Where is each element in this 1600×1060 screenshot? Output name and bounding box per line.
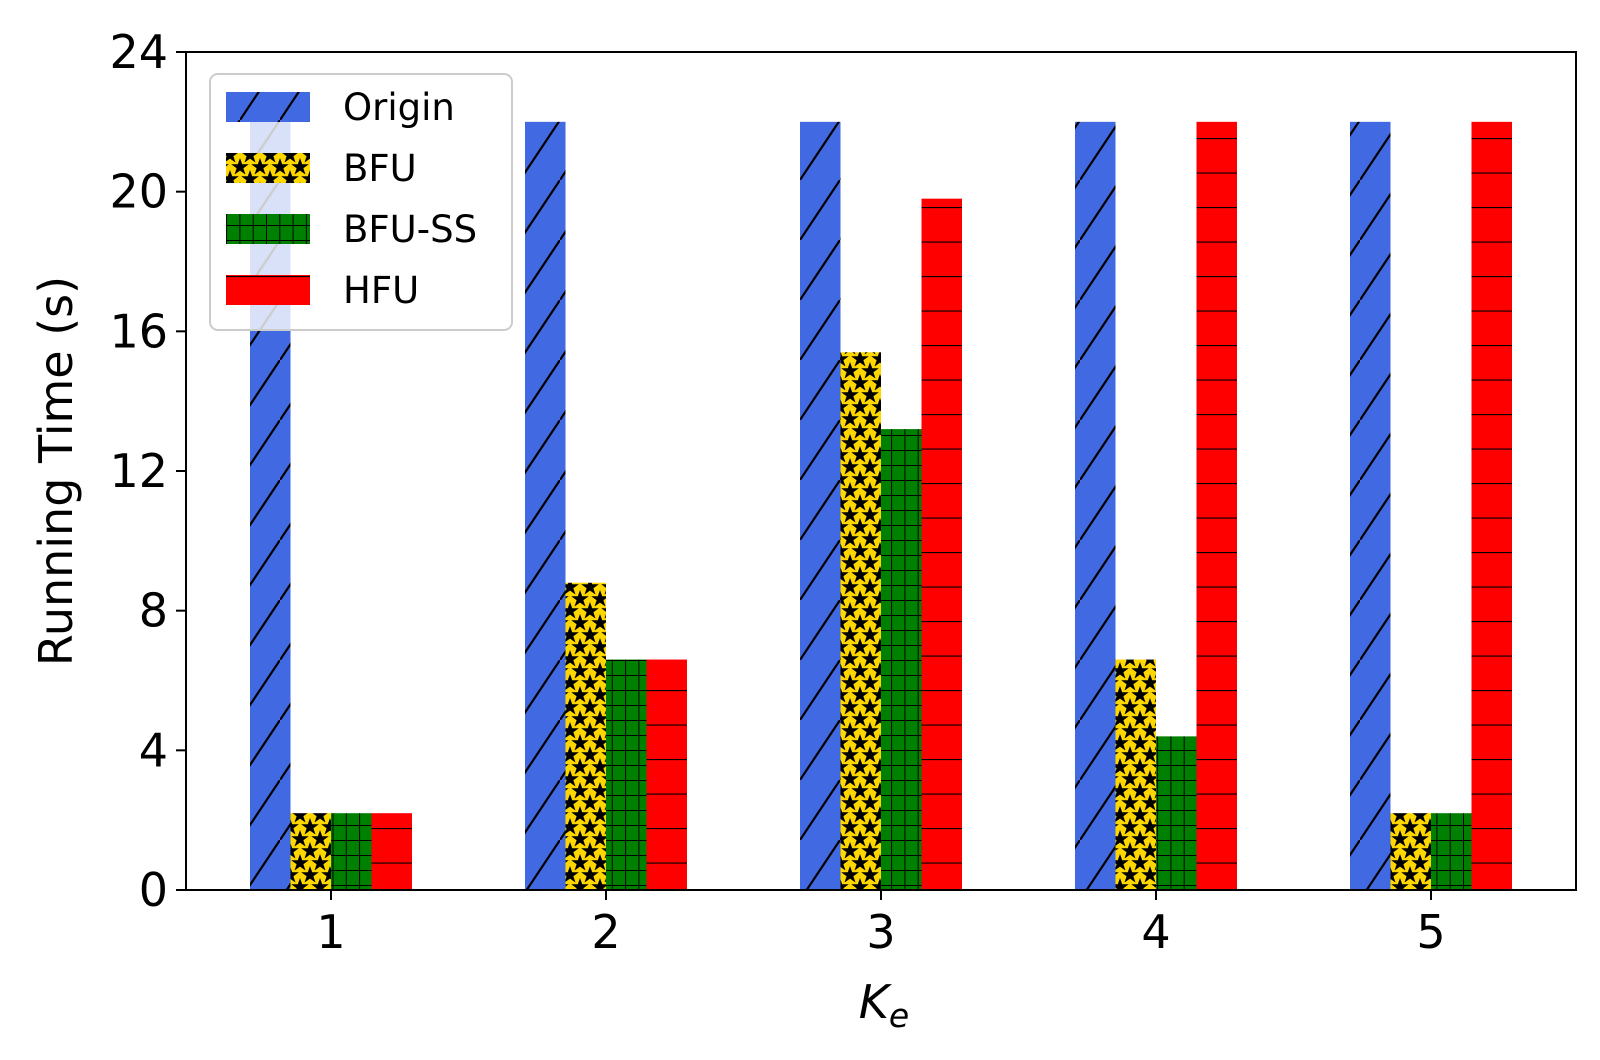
bar-bfu-1 <box>290 813 331 890</box>
bar-bfu-ss-5 <box>1431 813 1472 890</box>
bar-origin-3 <box>800 121 841 891</box>
y-tick-label: 16 <box>109 304 168 358</box>
legend-frame <box>209 73 513 331</box>
bar-origin-5 <box>1350 121 1391 891</box>
legend-label-bfu-ss: BFU-SS <box>343 208 477 251</box>
y-tick-label: 0 <box>139 863 168 917</box>
bar-hfu-2 <box>646 659 687 890</box>
bar-bfu-ss-4 <box>1156 736 1197 890</box>
bar-origin-4 <box>1075 121 1116 891</box>
y-tick-label: 8 <box>139 584 168 638</box>
y-tick-label: 4 <box>139 723 168 777</box>
y-tick-label: 12 <box>109 444 168 498</box>
legend-label-hfu: HFU <box>343 269 419 312</box>
bar-bfu-4 <box>1115 659 1156 890</box>
legend-label-origin: Origin <box>343 86 455 129</box>
x-axis-label-main: K <box>859 975 893 1029</box>
legend-swatch-origin <box>226 92 310 122</box>
y-axis: 0 4 8 12 16 20 24 <box>109 25 186 917</box>
bar-hfu-4 <box>1196 121 1237 891</box>
bar-bfu-3 <box>840 352 881 890</box>
x-tick-label: 2 <box>591 905 620 959</box>
x-tick-label: 3 <box>866 905 895 959</box>
bar-hfu-3 <box>921 198 962 890</box>
x-tick-label: 5 <box>1416 905 1445 959</box>
y-tick-label: 20 <box>109 165 168 219</box>
bar-bfu-5 <box>1390 813 1431 890</box>
bar-bfu-ss-2 <box>606 659 647 890</box>
x-axis-label-subscript: e <box>889 996 909 1035</box>
y-tick-label: 24 <box>109 25 168 79</box>
bar-hfu-5 <box>1471 121 1512 891</box>
y-axis-label: Running Time (s) <box>29 276 83 666</box>
legend-swatch-bfu-ss <box>226 214 310 244</box>
legend-swatch-hfu <box>226 275 310 305</box>
bar-hfu-1 <box>371 813 412 890</box>
legend: Origin BFU BFU-SS HFU <box>209 73 513 331</box>
bar-bfu-ss-1 <box>331 813 372 890</box>
x-axis: 1 2 3 4 5 <box>316 890 1446 959</box>
x-axis-label: Ke <box>859 975 909 1035</box>
legend-swatch-bfu <box>226 153 310 183</box>
legend-label-bfu: BFU <box>343 147 417 190</box>
x-tick-label: 4 <box>1141 905 1170 959</box>
x-tick-label: 1 <box>316 905 345 959</box>
bar-bfu-ss-3 <box>881 429 922 890</box>
bar-bfu-2 <box>565 582 606 890</box>
bars-layer <box>250 121 1512 891</box>
bar-origin-2 <box>525 121 566 891</box>
